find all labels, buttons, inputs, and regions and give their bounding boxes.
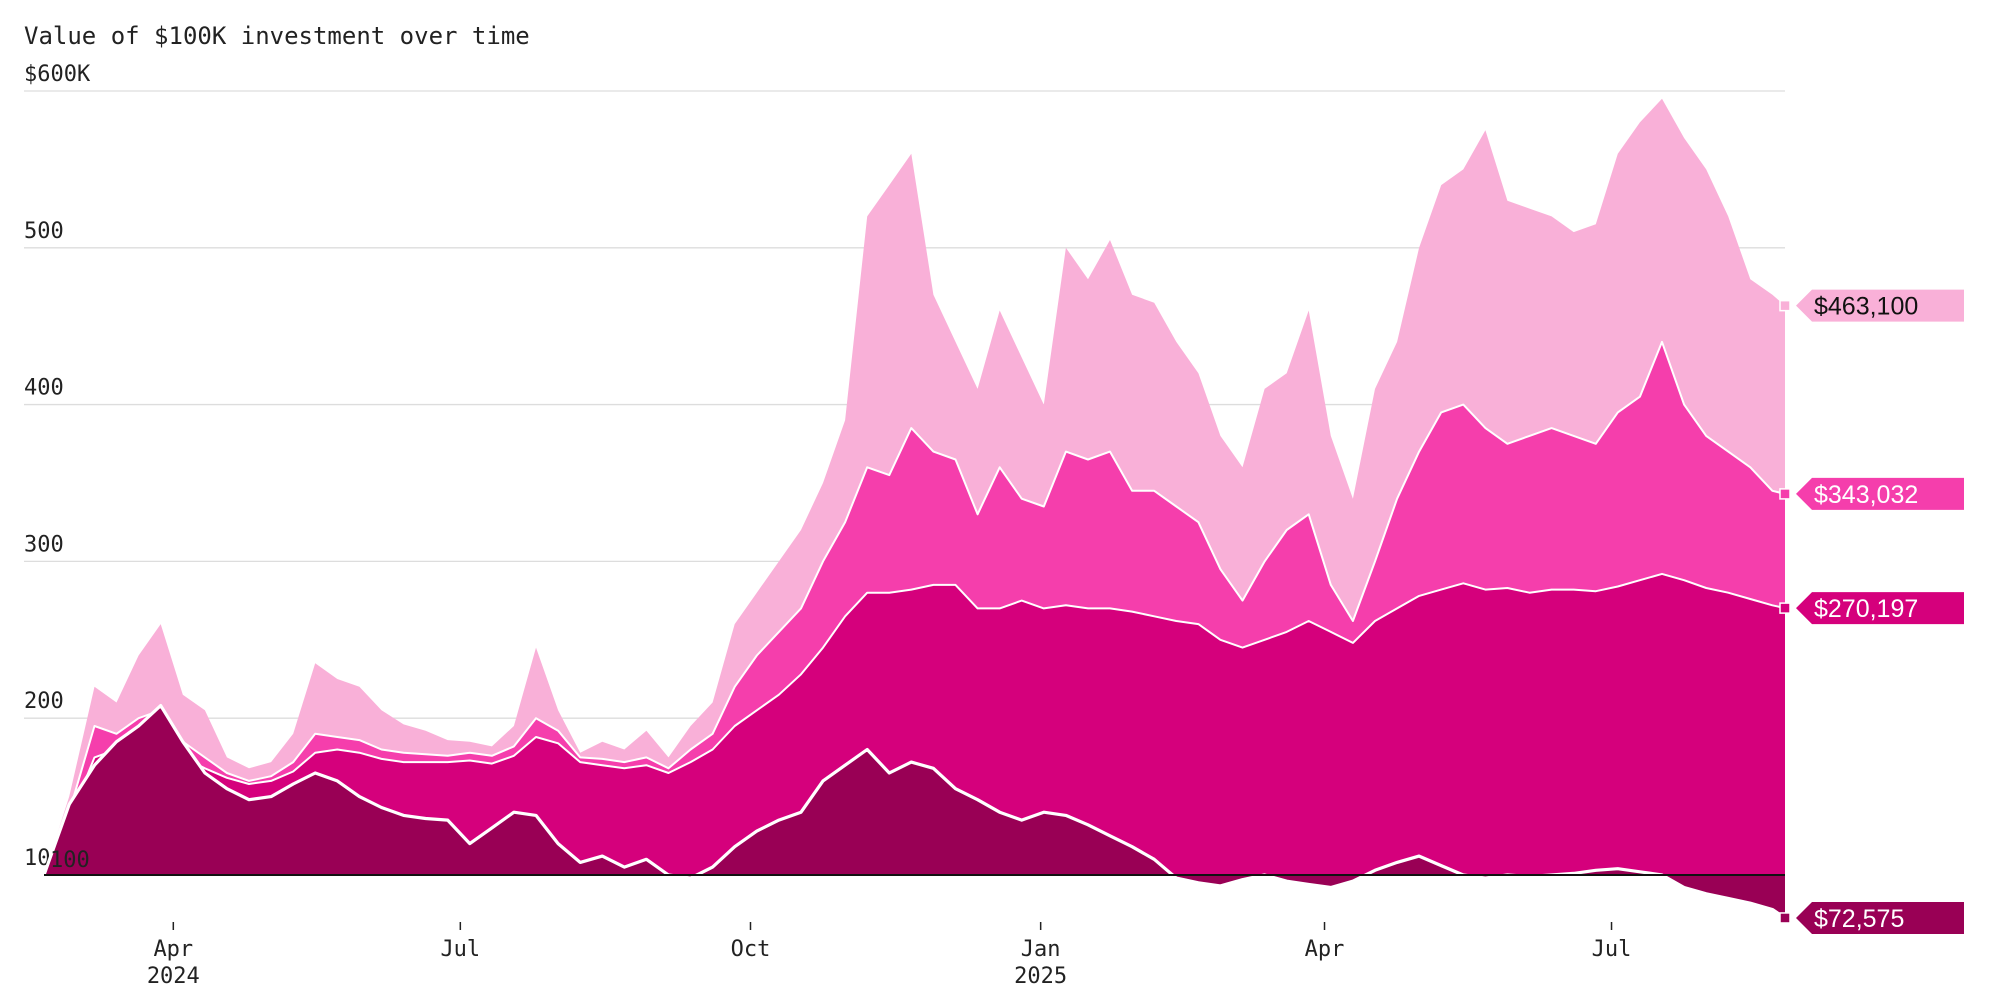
y-tick-label: 300 bbox=[24, 532, 64, 557]
end-label-box-1 bbox=[1796, 477, 1964, 510]
end-marker-1 bbox=[1779, 488, 1791, 500]
series-line-2 bbox=[43, 572, 1786, 876]
y-tick-label: 400 bbox=[24, 376, 64, 401]
x-tick-label: Jul bbox=[1592, 937, 1632, 962]
end-label-box-2 bbox=[1796, 592, 1964, 625]
x-tick-label: Apr bbox=[1305, 937, 1345, 962]
baseline-label: 100 bbox=[50, 848, 90, 873]
x-tick-year: 2025 bbox=[1014, 964, 1067, 989]
end-label-2: $270,197 bbox=[1814, 595, 1918, 623]
end-label-box-3 bbox=[1796, 902, 1964, 934]
end-label-0: $463,100 bbox=[1814, 293, 1918, 321]
x-tick-label: Jul bbox=[440, 937, 480, 962]
x-tick-label: Oct bbox=[731, 937, 771, 962]
series-line-1 bbox=[43, 340, 1786, 876]
area-series-2 bbox=[44, 573, 1785, 875]
area-series-3 bbox=[44, 705, 1785, 918]
y-tick-label: $600K bbox=[24, 62, 91, 87]
x-tick-year: 2024 bbox=[147, 964, 200, 989]
area-series bbox=[42, 98, 1786, 920]
y-tick-label: 200 bbox=[24, 689, 64, 714]
x-tick-label: Apr bbox=[153, 937, 193, 962]
end-marker-0 bbox=[1779, 299, 1791, 312]
end-label-box-0 bbox=[1796, 289, 1964, 322]
y-tick-label: 500 bbox=[24, 219, 64, 244]
end-marker-3 bbox=[1779, 912, 1791, 924]
end-marker-2 bbox=[1779, 602, 1791, 614]
end-label-3: $72,575 bbox=[1814, 905, 1904, 933]
x-tick-label: Jan bbox=[1021, 937, 1061, 962]
end-labels: $463,100 $343,032 $270,197 $72,575 bbox=[1779, 289, 1964, 934]
chart-title: Value of $100K investment over time bbox=[24, 22, 530, 50]
end-label-1: $343,032 bbox=[1814, 481, 1918, 509]
